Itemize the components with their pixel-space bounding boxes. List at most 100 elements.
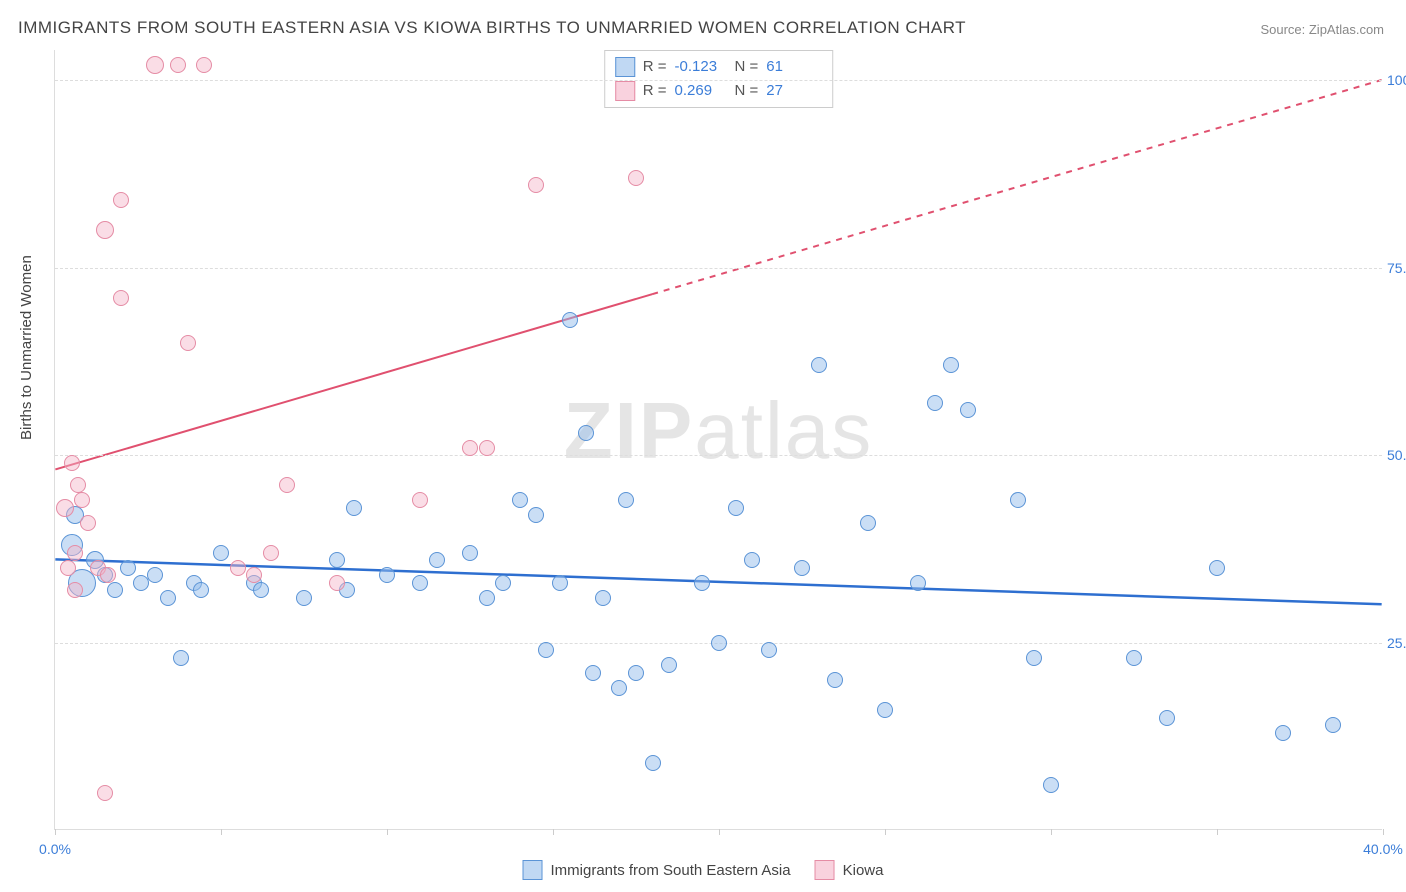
swatch-pink-icon: [615, 81, 635, 101]
scatter-point: [97, 785, 113, 801]
source-label: Source: ZipAtlas.com: [1260, 22, 1384, 37]
scatter-point: [618, 492, 634, 508]
scatter-point: [193, 582, 209, 598]
scatter-point: [253, 582, 269, 598]
scatter-point: [538, 642, 554, 658]
scatter-point: [1325, 717, 1341, 733]
scatter-point: [1126, 650, 1142, 666]
swatch-blue-icon: [615, 57, 635, 77]
scatter-point: [196, 57, 212, 73]
scatter-point: [1026, 650, 1042, 666]
scatter-point: [628, 170, 644, 186]
scatter-point: [60, 560, 76, 576]
scatter-point: [429, 552, 445, 568]
scatter-point: [1275, 725, 1291, 741]
scatter-point: [329, 575, 345, 591]
scatter-point: [263, 545, 279, 561]
scatter-point: [578, 425, 594, 441]
scatter-point: [346, 500, 362, 516]
scatter-point: [1043, 777, 1059, 793]
scatter-point: [120, 560, 136, 576]
swatch-pink-icon: [815, 860, 835, 880]
scatter-point: [585, 665, 601, 681]
scatter-point: [412, 575, 428, 591]
scatter-point: [1209, 560, 1225, 576]
scatter-point: [170, 57, 186, 73]
y-tick-label: 75.0%: [1387, 260, 1406, 276]
scatter-point: [512, 492, 528, 508]
scatter-point: [552, 575, 568, 591]
scatter-point: [462, 440, 478, 456]
scatter-point: [761, 642, 777, 658]
r-label: R =: [643, 55, 667, 79]
scatter-point: [96, 221, 114, 239]
scatter-point: [296, 590, 312, 606]
chart-title: IMMIGRANTS FROM SOUTH EASTERN ASIA VS KI…: [18, 18, 966, 38]
x-tick: [1051, 829, 1052, 835]
scatter-point: [64, 455, 80, 471]
y-tick-label: 50.0%: [1387, 447, 1406, 463]
legend-item-pink: Kiowa: [815, 860, 884, 880]
scatter-point: [479, 440, 495, 456]
scatter-point: [56, 499, 74, 517]
scatter-point: [213, 545, 229, 561]
y-axis-label: Births to Unmarried Women: [18, 255, 35, 440]
n-label: N =: [735, 55, 759, 79]
scatter-point: [711, 635, 727, 651]
scatter-point: [113, 192, 129, 208]
scatter-point: [528, 507, 544, 523]
swatch-blue-icon: [523, 860, 543, 880]
x-tick-label: 40.0%: [1363, 841, 1403, 857]
scatter-point: [562, 312, 578, 328]
x-tick: [221, 829, 222, 835]
x-tick: [719, 829, 720, 835]
legend-item-blue: Immigrants from South Eastern Asia: [523, 860, 791, 880]
scatter-point: [67, 582, 83, 598]
scatter-point: [1159, 710, 1175, 726]
r-value-pink: 0.269: [675, 79, 727, 103]
scatter-point: [230, 560, 246, 576]
scatter-point: [628, 665, 644, 681]
scatter-point: [794, 560, 810, 576]
scatter-point: [910, 575, 926, 591]
scatter-point: [180, 335, 196, 351]
stats-row-pink: R = 0.269 N = 27: [615, 79, 819, 103]
scatter-point: [107, 582, 123, 598]
scatter-point: [811, 357, 827, 373]
scatter-point: [113, 290, 129, 306]
scatter-point: [927, 395, 943, 411]
r-label: R =: [643, 79, 667, 103]
scatter-point: [645, 755, 661, 771]
scatter-point: [462, 545, 478, 561]
gridline: [55, 80, 1382, 81]
x-tick: [885, 829, 886, 835]
scatter-point: [412, 492, 428, 508]
scatter-point: [479, 590, 495, 606]
gridline: [55, 455, 1382, 456]
scatter-point: [960, 402, 976, 418]
trend-line-dashed: [652, 80, 1381, 294]
scatter-point: [595, 590, 611, 606]
scatter-point: [528, 177, 544, 193]
legend-label-blue: Immigrants from South Eastern Asia: [551, 862, 791, 879]
scatter-point: [694, 575, 710, 591]
gridline: [55, 268, 1382, 269]
y-tick-label: 100.0%: [1387, 72, 1406, 88]
scatter-point: [728, 500, 744, 516]
scatter-point: [146, 56, 164, 74]
scatter-point: [74, 492, 90, 508]
r-value-blue: -0.123: [675, 55, 727, 79]
scatter-point: [70, 477, 86, 493]
scatter-point: [1010, 492, 1026, 508]
scatter-point: [611, 680, 627, 696]
scatter-point: [147, 567, 163, 583]
x-tick: [55, 829, 56, 835]
scatter-point: [860, 515, 876, 531]
scatter-point: [827, 672, 843, 688]
x-tick: [1383, 829, 1384, 835]
legend-label-pink: Kiowa: [843, 862, 884, 879]
y-tick-label: 25.0%: [1387, 635, 1406, 651]
x-tick: [1217, 829, 1218, 835]
x-tick-label: 0.0%: [39, 841, 71, 857]
scatter-point: [329, 552, 345, 568]
